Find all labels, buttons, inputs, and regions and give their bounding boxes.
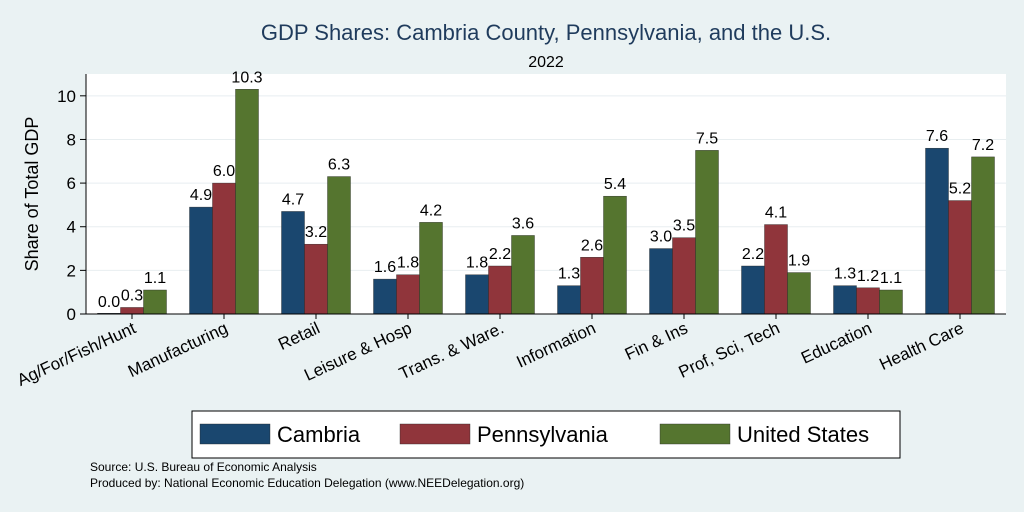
data-label: 1.1 [880, 270, 902, 287]
data-label: 1.3 [558, 266, 580, 283]
bar [580, 257, 604, 315]
data-label: 1.6 [374, 259, 396, 276]
bar [511, 235, 535, 315]
bar [856, 287, 880, 315]
bar [189, 206, 213, 315]
data-label: 5.4 [604, 176, 626, 193]
data-label: 2.6 [581, 237, 603, 254]
bar [557, 285, 581, 315]
bar [120, 307, 144, 315]
bar [925, 147, 949, 315]
data-label: 5.2 [949, 181, 971, 198]
bar [373, 278, 397, 315]
y-ticks: 0 2 4 6 8 10 [57, 87, 86, 324]
source-note: Source: U.S. Bureau of Economic Analysis [90, 460, 317, 474]
category-label: Retail [275, 318, 322, 354]
data-label: 0.0 [98, 294, 120, 311]
data-label: 2.2 [742, 246, 764, 263]
bar [695, 150, 719, 315]
y-axis-label: Share of Total GDP [22, 117, 42, 272]
y-tick-label: 4 [67, 218, 76, 237]
chart-title: GDP Shares: Cambria County, Pennsylvania… [261, 20, 831, 45]
data-label: 1.8 [466, 255, 488, 272]
data-label: 7.6 [926, 128, 948, 145]
data-label: 7.5 [696, 130, 718, 147]
legend-swatch [399, 423, 471, 445]
bar [948, 200, 972, 315]
data-label: 6.0 [213, 163, 235, 180]
data-label: 3.5 [673, 218, 695, 235]
data-label: 1.1 [144, 270, 166, 287]
bar [465, 274, 489, 315]
category-label: Fin & Ins [622, 318, 691, 364]
bar [281, 211, 305, 315]
y-tick-label: 10 [57, 87, 76, 106]
bar [672, 237, 696, 315]
data-label: 7.2 [972, 137, 994, 154]
produced-note: Produced by: National Economic Education… [90, 476, 524, 490]
bar [212, 182, 236, 315]
category-label: Education [798, 318, 875, 367]
y-tick-label: 6 [67, 174, 76, 193]
bar [235, 89, 259, 315]
legend-box [191, 410, 901, 459]
bar [971, 156, 995, 315]
legend-label: United States [737, 422, 869, 447]
y-tick-label: 2 [67, 261, 76, 280]
bar [787, 272, 811, 315]
data-label: 1.9 [788, 253, 810, 270]
bar [304, 243, 328, 315]
legend-swatch [659, 423, 731, 445]
legend-label: Pennsylvania [477, 422, 609, 447]
bars [97, 89, 995, 315]
data-label: 10.3 [231, 69, 262, 86]
data-label: 2.2 [489, 246, 511, 263]
category-label: Ag/For/Fish/Hunt [14, 318, 139, 390]
bar [603, 195, 627, 315]
bar [396, 274, 420, 315]
category-label: Trans. & Ware. [396, 318, 506, 383]
data-label: 4.1 [765, 205, 787, 222]
y-tick-label: 0 [67, 305, 76, 324]
data-label: 6.3 [328, 157, 350, 174]
data-label: 1.8 [397, 255, 419, 272]
legend-swatch [199, 423, 271, 445]
bar [327, 176, 351, 315]
bar [649, 248, 673, 315]
data-label: 3.0 [650, 229, 672, 246]
data-label: 0.3 [121, 287, 143, 304]
data-label: 4.7 [282, 191, 304, 208]
data-label: 4.9 [190, 187, 212, 204]
data-label: 1.2 [857, 268, 879, 285]
legend-label: Cambria [277, 422, 361, 447]
bar [741, 265, 765, 315]
data-label: 1.3 [834, 266, 856, 283]
legend: Cambria Pennsylvania United States [191, 410, 901, 459]
data-label: 4.2 [420, 202, 442, 219]
bar [764, 224, 788, 315]
bar [879, 289, 903, 315]
category-label: Manufacturing [125, 318, 231, 381]
bar [419, 222, 443, 315]
bar [488, 265, 512, 315]
data-label: 3.6 [512, 215, 534, 232]
bar [833, 285, 857, 315]
chart-subtitle: 2022 [528, 54, 564, 71]
bar [143, 289, 167, 315]
category-label: Health Care [876, 318, 966, 374]
data-labels: 0.0 0.31.14.96.010.34.73.26.31.6 1.84.21.8… [98, 69, 994, 311]
data-label: 3.2 [305, 224, 327, 241]
category-label: Prof, Sci, Tech [676, 318, 783, 381]
category-label: Information [514, 318, 599, 371]
y-tick-label: 8 [67, 130, 76, 149]
